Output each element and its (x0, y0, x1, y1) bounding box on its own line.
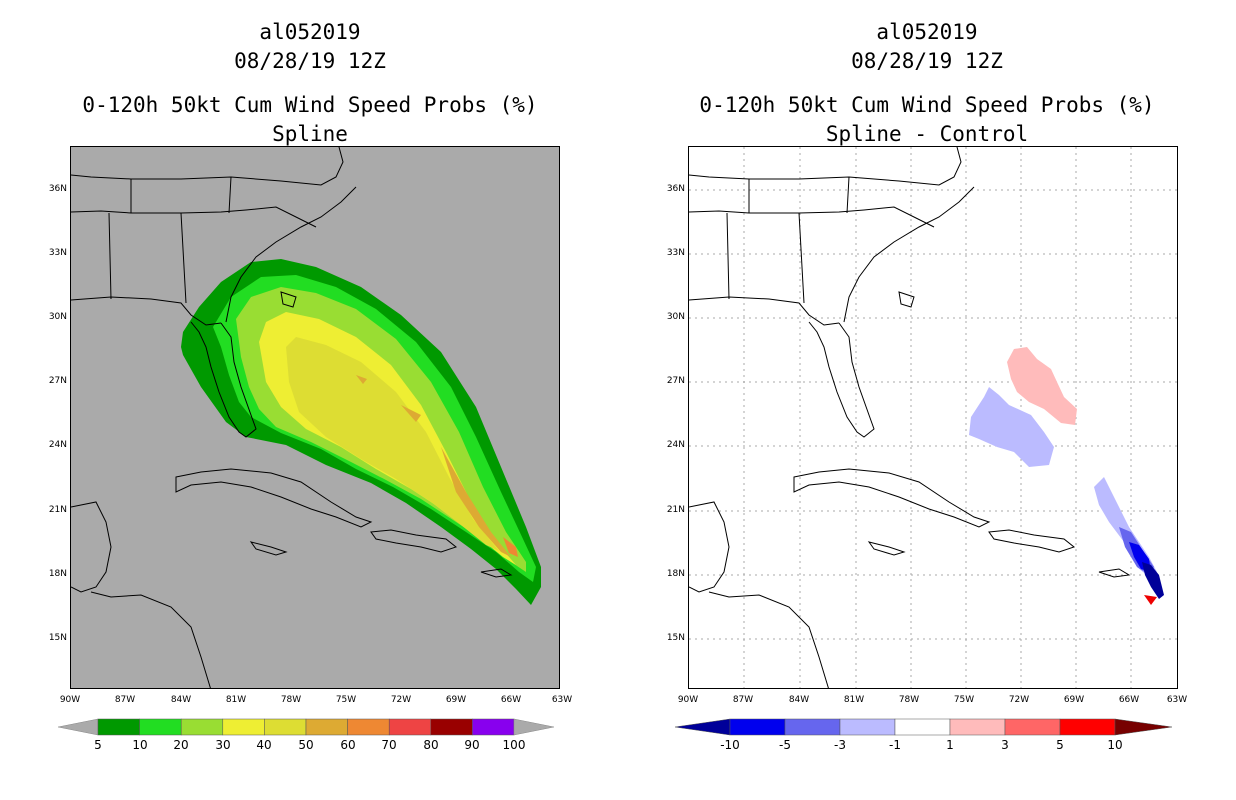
lat-label: 15N (666, 633, 685, 643)
lon-label: 69W (445, 695, 467, 705)
left-title-line1: al052019 (259, 20, 361, 44)
prob-contour-40 (286, 337, 499, 551)
diff-pos-gt-10 (1144, 595, 1157, 605)
lat-label: 18N (666, 569, 685, 579)
left-cb-swatch (180, 718, 224, 736)
cb-label: 10 (1107, 738, 1123, 752)
right-cb-swatch (839, 718, 896, 736)
left-cb-swatch (222, 718, 265, 736)
lat-label: 33N (666, 248, 685, 258)
cb-label: -10 (720, 738, 740, 752)
left-cb-swatch (97, 718, 140, 736)
right-cb-swatch (1004, 718, 1061, 736)
diff-neg-lt-10 (1142, 562, 1164, 599)
cb-label: -1 (889, 738, 901, 752)
lon-label: 81W (843, 695, 865, 705)
lon-label: 66W (500, 695, 522, 705)
lon-label: 66W (1118, 695, 1140, 705)
left-cb-swatch (430, 718, 473, 736)
lat-label: 33N (48, 248, 67, 258)
lon-label: 75W (953, 695, 975, 705)
lat-label: 30N (666, 312, 685, 322)
left-map (70, 146, 560, 689)
right-subtitle: Spline - Control (825, 122, 1029, 146)
left-subtitle: Spline (272, 122, 348, 146)
grid-lines (689, 147, 1177, 688)
right-colorbar (675, 718, 1172, 736)
right-title-line3: 0-120h 50kt Cum Wind Speed Probs (%) (699, 93, 1155, 117)
coastlines (71, 147, 513, 688)
lat-label: 24N (666, 440, 685, 450)
cb-label: 40 (256, 738, 272, 752)
left-cb-swatch (139, 718, 182, 736)
lon-label: 69W (1063, 695, 1085, 705)
cb-label: 80 (423, 738, 439, 752)
left-cb-swatch (305, 718, 348, 736)
lat-label: 30N (48, 312, 67, 322)
cb-label: 10 (132, 738, 148, 752)
right-cb-swatch (1114, 718, 1172, 736)
lon-label: 78W (898, 695, 920, 705)
lon-label: 84W (170, 695, 192, 705)
cb-label: 5 (1056, 738, 1064, 752)
left-cb-arrow-low (58, 718, 99, 736)
left-cb-swatch (388, 718, 432, 736)
left-cb-swatch (472, 718, 515, 736)
lat-label: 21N (666, 505, 685, 515)
right-cb-swatch (729, 718, 786, 736)
cb-label: -3 (834, 738, 846, 752)
prob-contour-60 (503, 537, 518, 557)
lat-label: 15N (48, 633, 67, 643)
lon-label: 78W (280, 695, 302, 705)
left-title-line2: 08/28/19 12Z (234, 49, 386, 73)
cb-label: 100 (502, 738, 526, 752)
lon-label: 63W (551, 695, 573, 705)
left-title-line3: 0-120h 50kt Cum Wind Speed Probs (%) (82, 93, 538, 117)
lon-label: 90W (677, 695, 699, 705)
lat-label: 36N (666, 184, 685, 194)
cb-label: 1 (946, 738, 954, 752)
cb-label: -5 (779, 738, 791, 752)
cb-label: 50 (298, 738, 314, 752)
lat-label: 27N (48, 376, 67, 386)
lon-label: 72W (1008, 695, 1030, 705)
lat-label: 36N (48, 184, 67, 194)
lat-label: 24N (48, 440, 67, 450)
prob-contour-50 (356, 375, 511, 557)
cb-label: 5 (94, 738, 102, 752)
left-cb-swatch (347, 718, 390, 736)
cb-label: 60 (340, 738, 356, 752)
left-colorbar (58, 718, 554, 736)
lon-label: 84W (788, 695, 810, 705)
lon-label: 81W (225, 695, 247, 705)
cb-label: 70 (381, 738, 397, 752)
right-cb-swatch (675, 718, 731, 736)
lon-label: 87W (114, 695, 136, 705)
left-cb-arrow-high (513, 718, 554, 736)
diff-neg-1-3 (969, 387, 1054, 467)
right-cb-swatch (949, 718, 1006, 736)
right-cb-swatch (784, 718, 841, 736)
cb-label: 30 (215, 738, 231, 752)
left-cb-swatch (264, 718, 307, 736)
diff-pos-1-3 (1007, 347, 1077, 425)
right-cb-swatch (1059, 718, 1116, 736)
right-map (688, 146, 1178, 689)
lon-label: 87W (732, 695, 754, 705)
right-cb-swatch (894, 718, 951, 736)
cb-label: 3 (1001, 738, 1009, 752)
lon-label: 72W (390, 695, 412, 705)
lat-label: 21N (48, 505, 67, 515)
right-title-line1: al052019 (876, 20, 978, 44)
right-title-line2: 08/28/19 12Z (851, 49, 1003, 73)
lon-label: 90W (59, 695, 81, 705)
lat-label: 18N (48, 569, 67, 579)
lat-label: 27N (666, 376, 685, 386)
coastlines (689, 147, 1131, 688)
lon-label: 75W (335, 695, 357, 705)
cb-label: 20 (173, 738, 189, 752)
cb-label: 90 (464, 738, 480, 752)
lon-label: 63W (1166, 695, 1188, 705)
